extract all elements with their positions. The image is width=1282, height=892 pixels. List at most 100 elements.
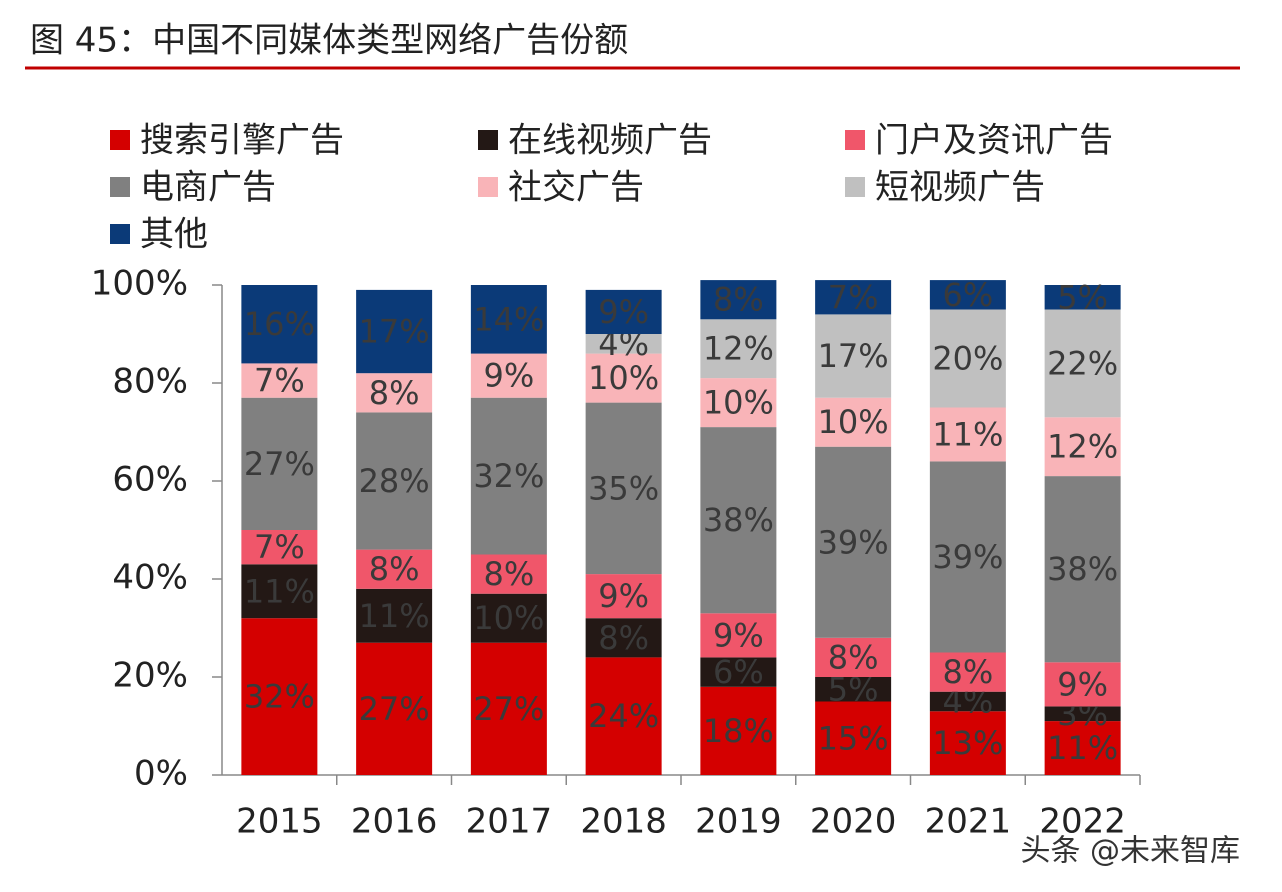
value-label: 17% [359,313,430,351]
bar-segment [356,549,433,589]
bar-segment [700,280,777,320]
value-label: 32% [244,678,315,716]
value-label: 9% [713,616,764,654]
bar-segment [241,564,318,619]
bar-segment [815,677,892,702]
value-label: 10% [588,359,659,397]
bar-segment [929,461,1006,653]
value-label: 8% [483,555,534,593]
value-label: 14% [473,300,544,338]
value-label: 35% [588,469,659,507]
chart-title: 图 45：中国不同媒体类型网络广告份额 [30,21,628,61]
bar-segment [470,397,547,555]
bar-segment [585,574,662,619]
value-label: 16% [244,305,315,343]
value-label: 7% [254,528,305,566]
legend-label: 在线视频广告 [508,121,712,161]
legend-swatch [845,130,865,150]
bar-segment [241,397,318,530]
value-label: 9% [483,357,534,395]
bar-segment [470,285,547,354]
legend-swatch [110,177,130,197]
bar-segment [815,314,892,398]
value-label: 11% [244,572,315,610]
value-label: 24% [588,697,659,735]
x-tick-label: 2015 [236,802,323,842]
x-tick-label: 2018 [580,802,667,842]
bar-segment [1044,476,1121,663]
x-tick-label: 2022 [1039,802,1126,842]
bar-segment [241,530,318,565]
value-label: 15% [818,719,889,757]
value-label: 27% [473,690,544,728]
bar-segment [470,554,547,594]
legend-label: 社交广告 [508,168,644,208]
legend-swatch [478,130,498,150]
value-label: 38% [703,501,774,539]
legend-label: 门户及资讯广告 [875,121,1113,161]
y-tick-label: 60% [112,460,188,500]
value-label: 9% [598,293,649,331]
bar-segment [356,588,433,643]
legend-label: 搜索引擎广告 [140,121,344,161]
bar-segment [815,637,892,677]
value-label: 9% [598,577,649,615]
x-tick-label: 2016 [351,802,438,842]
bar-segment [929,280,1006,310]
y-tick-label: 0% [134,754,188,794]
bar-segment [241,285,318,364]
value-label: 13% [932,724,1003,762]
bar-segment [1044,721,1121,775]
bar-segment [585,334,662,354]
value-label: 8% [828,638,879,676]
value-label: 10% [703,384,774,422]
bar-segment [585,353,662,403]
bar-segment [470,593,547,643]
bar-segment [815,280,892,315]
value-label: 28% [359,462,430,500]
value-label: 6% [942,276,993,314]
bar-segment [241,618,318,775]
legend-swatch [110,224,130,244]
y-tick-label: 20% [112,656,188,696]
bar-segment [241,363,318,398]
value-label: 27% [359,690,430,728]
value-label: 11% [932,415,1003,453]
bar-segment [700,319,777,379]
legend-swatch [478,177,498,197]
value-label: 9% [1057,665,1108,703]
bar-segment [929,711,1006,775]
value-label: 5% [1057,278,1108,316]
value-label: 7% [254,362,305,400]
value-label: 27% [244,445,315,483]
value-label: 12% [1047,428,1118,466]
y-tick-label: 40% [112,558,188,598]
legend-swatch [110,130,130,150]
bar-segment [700,613,777,658]
bar-segment [1044,285,1121,310]
bar-segment [585,618,662,658]
legend-swatch [845,177,865,197]
x-tick-label: 2020 [810,802,897,842]
watermark: 头条 @未来智库 [1020,834,1240,869]
bar-segment [356,373,433,413]
y-tick-label: 80% [112,362,188,402]
value-label: 10% [473,599,544,637]
bar-segment [356,642,433,775]
bar-segment [929,691,1006,712]
value-label: 8% [598,619,649,657]
bar-segment [815,397,892,447]
x-tick-label: 2019 [695,802,782,842]
value-label: 22% [1047,344,1118,382]
x-tick-label: 2017 [466,802,553,842]
value-label: 11% [359,597,430,635]
legend-label: 其他 [140,215,208,255]
bar-segment [356,289,433,374]
bar-segment [356,412,433,550]
legend-label: 电商广告 [140,168,276,208]
bar-segment [1044,662,1121,707]
value-label: 17% [818,337,889,375]
bar-segment [585,402,662,575]
x-tick-label: 2021 [925,802,1012,842]
